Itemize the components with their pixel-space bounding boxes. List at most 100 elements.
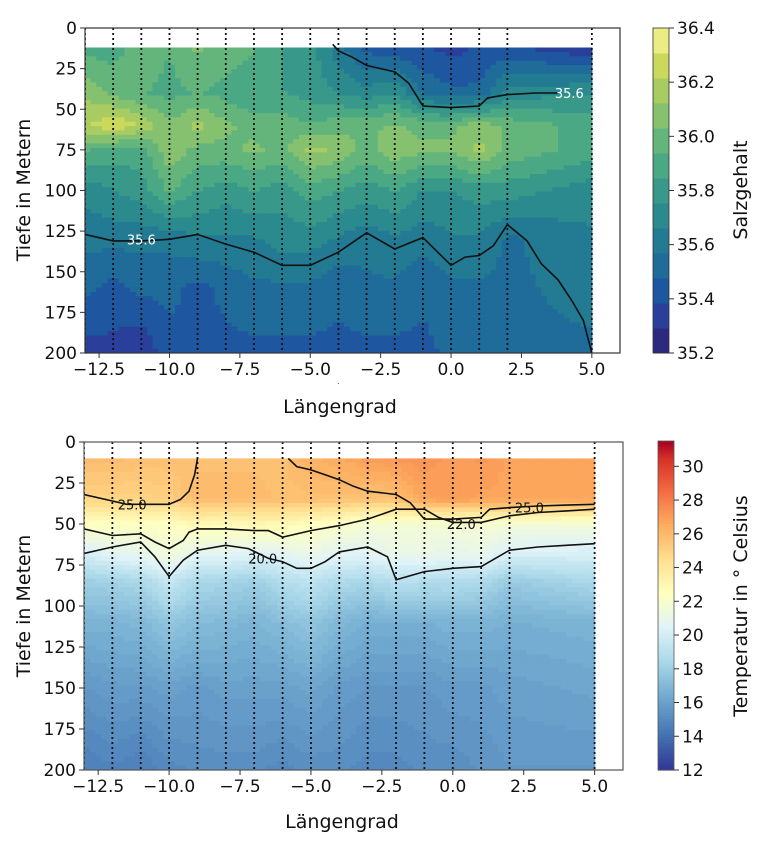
field-cell: [299, 156, 306, 162]
field-cell: [118, 126, 126, 132]
field-cell: [253, 283, 261, 289]
field-cell: [366, 230, 373, 236]
field-cell: [462, 191, 469, 197]
field-cell: [101, 174, 109, 180]
field-cell: [248, 91, 255, 97]
field-cell: [220, 156, 227, 162]
field-cell: [248, 195, 255, 201]
field-cell: [321, 187, 328, 193]
field-cell: [479, 112, 486, 118]
field-cell: [439, 152, 447, 158]
field-cell: [242, 309, 249, 315]
field-cell: [180, 47, 187, 53]
field-cell: [451, 208, 458, 214]
field-cell: [175, 178, 182, 184]
field-cell: [208, 335, 216, 341]
field-cell: [394, 217, 401, 223]
field-cell: [355, 283, 362, 289]
field-cell: [237, 217, 244, 223]
field-cell: [130, 235, 137, 241]
field-cell: [400, 187, 407, 193]
field-cell: [158, 217, 165, 223]
field-cell: [406, 331, 413, 337]
field-cell: [332, 213, 340, 219]
field-cell: [197, 213, 204, 219]
field-cell: [310, 60, 317, 66]
field-cell: [315, 213, 323, 219]
field-cell: [259, 178, 266, 184]
field-cell: [434, 86, 441, 92]
field-cell: [225, 112, 233, 118]
field-cell: [344, 318, 351, 324]
field-cell: [265, 213, 272, 219]
field-cell: [349, 309, 356, 315]
field-cell: [299, 256, 306, 262]
field-cell: [299, 291, 306, 297]
field-cell: [462, 147, 469, 153]
field-cell: [411, 261, 418, 267]
field-cell: [101, 169, 109, 175]
field-cell: [287, 195, 294, 201]
field-cell: [96, 134, 103, 140]
field-cell: [175, 139, 182, 145]
field-cell: [265, 322, 272, 328]
field-cell: [135, 182, 142, 188]
field-cell: [394, 139, 401, 145]
field-cell: [439, 274, 447, 280]
field-cell: [101, 64, 109, 70]
field-cell: [315, 296, 323, 302]
field-cell: [265, 200, 272, 206]
field-cell: [203, 47, 210, 53]
field-cell: [422, 121, 430, 127]
field-cell: [366, 265, 373, 271]
field-cell: [231, 256, 238, 262]
field-cell: [366, 261, 373, 267]
field-cell: [451, 60, 458, 66]
field-cell: [383, 326, 390, 332]
field-cell: [417, 78, 424, 84]
field-cell: [152, 344, 159, 350]
field-cell: [85, 51, 92, 57]
field-cell: [158, 82, 165, 88]
field-cell: [163, 335, 171, 341]
field-cell: [332, 344, 340, 350]
field-cell: [248, 230, 255, 236]
field-cell: [208, 91, 216, 97]
field-cell: [417, 82, 424, 88]
field-cell: [372, 47, 379, 53]
field-cell: [214, 195, 221, 201]
field-cell: [113, 126, 120, 132]
field-cell: [360, 213, 368, 219]
field-cell: [417, 139, 424, 145]
field-cell: [428, 283, 435, 289]
field-cell: [242, 213, 249, 219]
field-cell: [479, 152, 486, 158]
field-cell: [253, 160, 261, 166]
field-cell: [141, 208, 148, 214]
field-cell: [394, 339, 401, 345]
field-cell: [208, 147, 216, 153]
field-cell: [146, 252, 154, 258]
field-cell: [276, 222, 283, 228]
field-cell: [242, 99, 249, 105]
field-cell: [304, 91, 311, 97]
field-cell: [321, 152, 328, 158]
field-cell: [456, 95, 463, 101]
field-cell: [327, 204, 334, 210]
field-cell: [237, 182, 244, 188]
field-cell: [130, 139, 137, 145]
field-cell: [265, 187, 272, 193]
field-cell: [287, 82, 294, 88]
field-cell: [304, 291, 311, 297]
field-cell: [259, 117, 266, 123]
field-cell: [456, 252, 463, 258]
field-cell: [411, 160, 418, 166]
field-cell: [400, 82, 407, 88]
field-cell: [355, 126, 362, 132]
field-cell: [85, 143, 92, 149]
field-cell: [152, 165, 159, 171]
field-cell: [248, 256, 255, 262]
field-cell: [315, 291, 323, 297]
field-cell: [473, 344, 480, 350]
field-cell: [225, 278, 233, 284]
